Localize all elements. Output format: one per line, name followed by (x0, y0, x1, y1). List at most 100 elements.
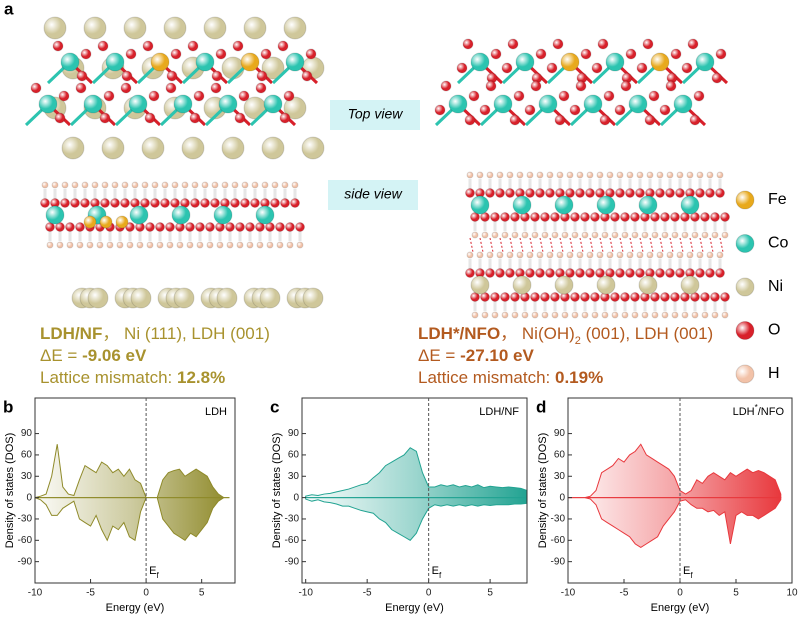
atom (305, 48, 317, 60)
atom (60, 52, 80, 72)
atom (495, 188, 505, 198)
atom (500, 292, 510, 302)
atom (585, 188, 595, 198)
atom (91, 181, 99, 189)
atom (631, 231, 639, 239)
x-tick-label: 5 (733, 588, 739, 599)
atom (210, 198, 220, 208)
atom (166, 70, 178, 82)
atom (131, 181, 139, 189)
atom (205, 222, 215, 232)
atom (680, 275, 700, 295)
atom (195, 52, 215, 72)
atom (241, 181, 249, 189)
atom (56, 241, 64, 249)
atom (236, 241, 244, 249)
atom (165, 222, 175, 232)
atom (510, 212, 520, 222)
energy-line: ΔE = -27.10 eV (418, 346, 534, 365)
atom (650, 292, 660, 302)
title-main: LDH/NF (479, 406, 519, 418)
atom (136, 241, 144, 249)
atom (535, 188, 545, 198)
atom (256, 241, 264, 249)
h-bond (469, 237, 474, 253)
atom (711, 311, 719, 319)
dos-panel: b -90 -60 -30 0 30 60 90 -10 -5 0 5 Energy (eV) Densi… (3, 397, 236, 614)
atom (75, 82, 87, 94)
atom (512, 275, 532, 295)
label-facets: ， Ni(OH) (500, 324, 575, 343)
y-tick-label: -90 (18, 556, 33, 567)
atom (681, 62, 693, 74)
h-bond (689, 237, 694, 253)
atom (470, 195, 490, 215)
atom (232, 40, 244, 52)
atom (45, 222, 55, 232)
x-tick-label: -10 (298, 588, 313, 599)
atom (286, 241, 294, 249)
atom (83, 94, 103, 114)
atom (243, 16, 267, 40)
h-bond (679, 237, 684, 253)
atom (615, 188, 625, 198)
atom (480, 212, 490, 222)
fermi-main: E (683, 565, 690, 577)
atom (285, 52, 305, 72)
atom (40, 198, 50, 208)
energy-label: ΔE = (40, 346, 82, 365)
atom (575, 268, 585, 278)
atom (531, 231, 539, 239)
atom (251, 181, 259, 189)
atom (540, 212, 550, 222)
atom (526, 171, 534, 179)
atom (81, 181, 89, 189)
fermi-sub: f (690, 571, 693, 580)
atom (86, 241, 94, 249)
atom (636, 62, 648, 74)
atom (570, 292, 580, 302)
h-bond (499, 237, 504, 253)
atom (551, 311, 559, 319)
atom (571, 311, 579, 319)
atom (641, 231, 649, 239)
atom (735, 321, 755, 340)
structures (24, 16, 755, 384)
atom (281, 181, 289, 189)
atom (595, 268, 605, 278)
x-tick-label: 0 (677, 588, 683, 599)
atom (261, 56, 285, 80)
atom (650, 52, 670, 72)
h-bond (519, 237, 524, 253)
atom (511, 311, 519, 319)
h-bond (559, 237, 564, 253)
dos-curve (568, 497, 782, 549)
atom (580, 48, 592, 60)
atom (99, 215, 113, 229)
atom (171, 205, 191, 225)
atom (276, 241, 284, 249)
atom (196, 241, 204, 249)
atom (255, 222, 265, 232)
atom (231, 181, 239, 189)
atom (448, 94, 468, 114)
atom (279, 112, 291, 124)
atom (479, 104, 491, 116)
h-bond (639, 237, 644, 253)
dos-curve (34, 444, 230, 499)
atom (125, 222, 135, 232)
atom (681, 311, 689, 319)
atom (38, 94, 58, 114)
atom (52, 40, 64, 52)
atom (638, 195, 658, 215)
atom (673, 94, 693, 114)
atom (680, 292, 690, 302)
y-tick-label: 90 (288, 428, 300, 439)
atom (575, 188, 585, 198)
atom (630, 292, 640, 302)
mismatch: 0.19% (555, 368, 603, 387)
atom (605, 52, 625, 72)
atom (625, 48, 637, 60)
atom (569, 104, 581, 116)
label-name: LDH/NF (40, 324, 102, 343)
